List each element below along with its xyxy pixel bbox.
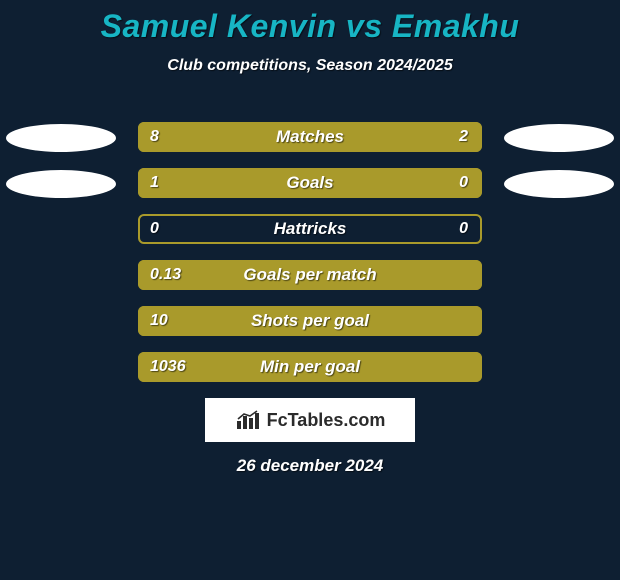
stat-value-right: 0 [459,168,468,198]
stat-value-left: 1036 [150,352,186,382]
player-ellipse-left [6,124,116,152]
title-vs: vs [346,8,383,44]
player-ellipse-right [504,124,614,152]
stat-row: Goals1 0 [0,168,620,214]
page-title: Samuel Kenvin vs Emakhu [0,0,620,45]
stat-label: Min per goal [138,352,482,382]
stat-row: Goals per match0.13 [0,260,620,306]
stat-label: Goals [138,168,482,198]
stat-row: Min per goal1036 [0,352,620,398]
stat-row: Shots per goal10 [0,306,620,352]
stat-value-right: 2 [459,122,468,152]
stat-label: Goals per match [138,260,482,290]
title-player1: Samuel Kenvin [101,8,337,44]
subtitle: Club competitions, Season 2024/2025 [0,57,620,75]
stat-label: Matches [138,122,482,152]
stat-value-left: 0.13 [150,260,181,290]
stat-value-left: 8 [150,122,159,152]
player-ellipse-right [504,170,614,198]
stat-label: Hattricks [138,214,482,244]
date-text: 26 december 2024 [0,456,620,476]
title-player2: Emakhu [392,8,519,44]
stat-value-left: 0 [150,214,159,244]
stat-label: Shots per goal [138,306,482,336]
chart-icon [235,409,261,431]
stat-value-left: 10 [150,306,168,336]
player-ellipse-left [6,170,116,198]
logo-text: FcTables.com [267,410,386,431]
comparison-infographic: Samuel Kenvin vs Emakhu Club competition… [0,0,620,580]
stat-value-right: 0 [459,214,468,244]
stat-row: Matches8 2 [0,122,620,168]
stat-value-left: 1 [150,168,159,198]
stat-rows: Matches82Goals10Hattricks00Goals per mat… [0,122,620,398]
logo-box: FcTables.com [205,398,415,442]
stat-row: Hattricks0 0 [0,214,620,260]
